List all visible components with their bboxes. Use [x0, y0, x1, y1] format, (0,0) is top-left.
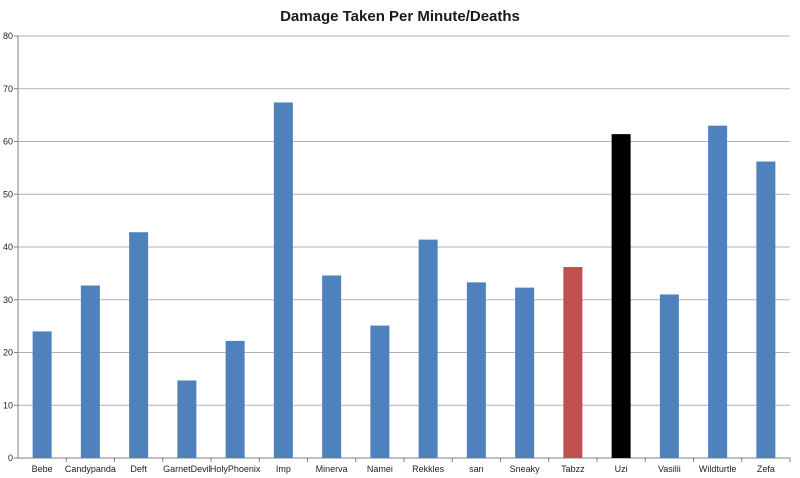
y-tick-label: 20: [3, 348, 13, 358]
x-tick-label: Uzi: [615, 464, 628, 474]
bar-candypanda: [80, 285, 100, 458]
x-tick-label: Vasilii: [658, 464, 681, 474]
y-tick-label: 70: [3, 84, 13, 94]
x-tick-label: GarnetDevil: [163, 464, 211, 474]
y-tick-label: 30: [3, 295, 13, 305]
bar-san: [466, 282, 486, 458]
bar-wildturtle: [708, 125, 728, 459]
bar-deft: [129, 232, 149, 458]
bar-rekkles: [418, 239, 438, 458]
bar-holyphoenix: [225, 340, 245, 458]
x-tick-label: Rekkles: [412, 464, 445, 474]
y-axis: 0 10 20 30 40 50 60 70 80: [3, 31, 19, 463]
x-tick-label: Deft: [130, 464, 147, 474]
y-tick-label: 10: [3, 400, 13, 410]
bar-sneaky: [515, 287, 535, 458]
x-tick-label: san: [469, 464, 484, 474]
y-tick-label: 40: [3, 242, 13, 252]
bar-uzi: [611, 134, 631, 459]
x-tick-label: Sneaky: [510, 464, 541, 474]
bar-minerva: [322, 275, 342, 458]
x-tick-label: Tabzz: [561, 464, 585, 474]
y-tick-label: 0: [8, 453, 13, 463]
bar-tabzz: [563, 267, 583, 458]
bar-garnetdevil: [177, 380, 197, 458]
x-tick-label: Bebe: [32, 464, 53, 474]
bars: [32, 102, 776, 459]
bar-bebe: [32, 331, 52, 458]
x-tick-label: Minerva: [316, 464, 348, 474]
bar-namei: [370, 325, 390, 458]
x-axis: Bebe Candypanda Deft GarnetDevil HolyPhoenix…: [32, 458, 791, 474]
x-tick-label: Wildturtle: [699, 464, 737, 474]
x-tick-label: Namei: [367, 464, 393, 474]
y-tick-label: 50: [3, 189, 13, 199]
bar-zefa: [756, 161, 776, 459]
y-tick-label: 80: [3, 31, 13, 41]
x-tick-label: Imp: [276, 464, 291, 474]
bar-vasilii: [659, 294, 679, 458]
y-tick-label: 60: [3, 137, 13, 147]
x-tick-label: Candypanda: [65, 464, 116, 474]
bar-imp: [273, 102, 293, 458]
chart-title: Damage Taken Per Minute/Deaths: [280, 8, 520, 25]
x-tick-label: HolyPhoenix: [210, 464, 261, 474]
x-tick-label: Zefa: [757, 464, 775, 474]
